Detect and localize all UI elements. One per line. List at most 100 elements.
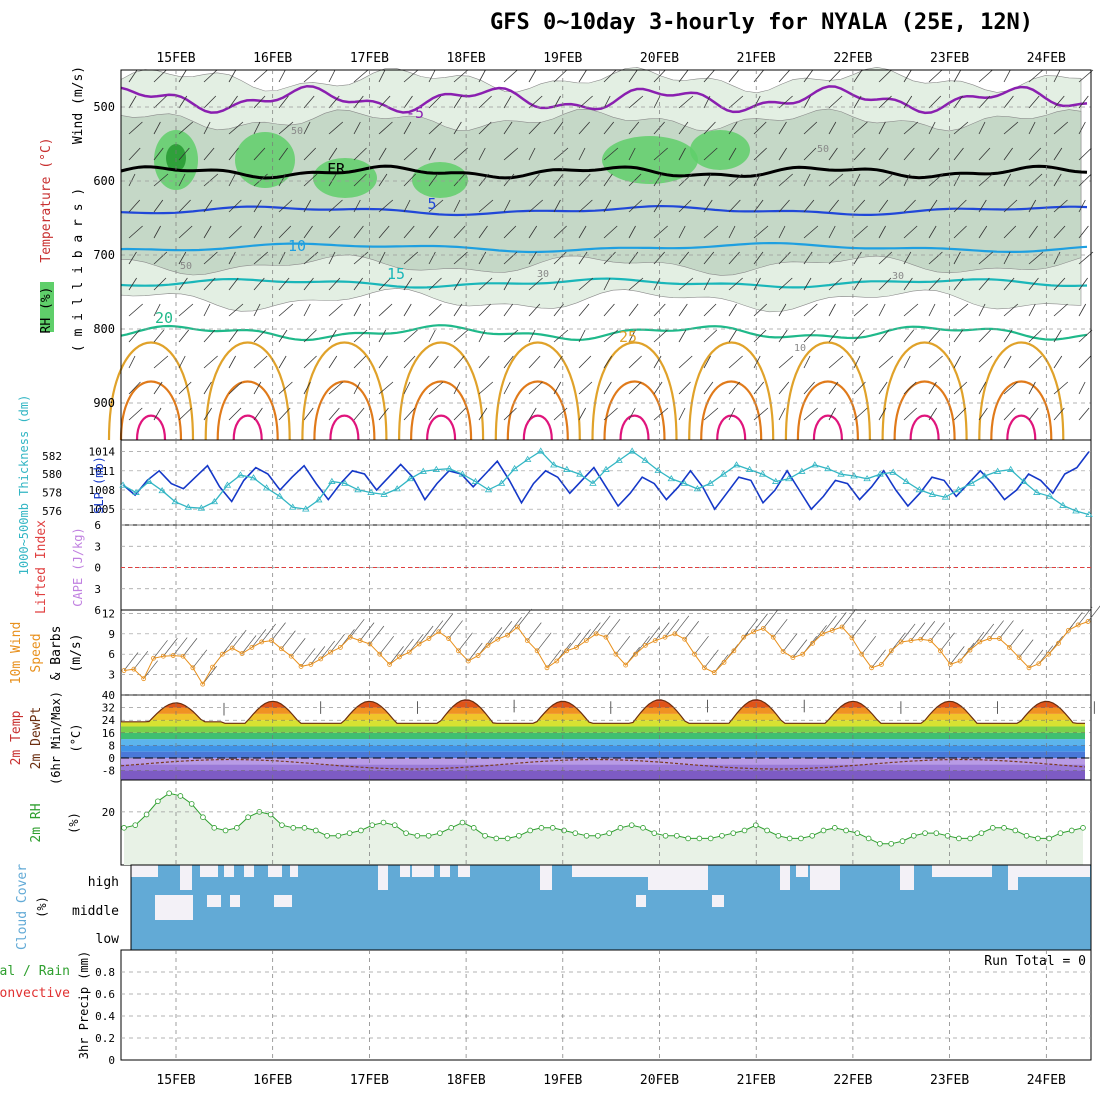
rh2m-point [843, 827, 849, 834]
wind-barb [403, 69, 419, 83]
wind-barb [278, 69, 286, 83]
wind-barb [969, 631, 985, 651]
wind-speed-point [554, 658, 560, 664]
temp-contour-30 [893, 380, 956, 441]
wind-barb [310, 646, 326, 665]
wind-barb [853, 355, 861, 369]
temp-color-band [121, 764, 1085, 771]
wind-barb [678, 355, 693, 369]
wind-barb [578, 199, 593, 213]
wind-barb [399, 638, 414, 658]
cloud-mid-gap [230, 895, 240, 907]
wind-barb [203, 199, 213, 213]
thickness-point [171, 497, 179, 505]
wind-barb [553, 121, 564, 135]
wind-barb [178, 173, 186, 187]
thickness-point [967, 479, 976, 486]
wind-barb [389, 646, 404, 665]
wind-barb [178, 225, 193, 239]
bottom-date-label: 19FEB [543, 1073, 582, 1088]
wind-barb [828, 173, 844, 187]
wind-barb [503, 69, 518, 83]
wind-barb [803, 407, 818, 421]
wind-barb [782, 633, 798, 652]
wind-speed-point [633, 651, 638, 657]
wind-barb [903, 277, 913, 291]
wind-barb [408, 633, 424, 653]
rh2m-point [504, 835, 511, 842]
thickness-point [1059, 501, 1067, 508]
wind-barb [578, 173, 591, 187]
wind-barb [778, 381, 790, 395]
cloud-high-gap [424, 865, 434, 877]
run-total-label: Run Total = 0 [984, 954, 1086, 969]
wind-barb [448, 620, 463, 639]
wind-barb [553, 69, 568, 83]
temp-contour-35 [522, 414, 553, 441]
wind-barb [635, 635, 650, 655]
thickness-point [771, 477, 780, 484]
ylabel-millibars: ( m i l l i b a r s ) [71, 188, 86, 352]
thickness-point [223, 481, 232, 488]
rh2m-point [482, 832, 488, 839]
y-tick-label: 900 [93, 396, 115, 410]
wind-barb [128, 277, 137, 291]
wind-barb [1028, 251, 1044, 265]
rh2m-point [1046, 835, 1052, 842]
wind-barb [503, 95, 512, 109]
contour-label: 5 [427, 195, 436, 213]
wind-speed-point [662, 634, 668, 640]
thickness-point [393, 485, 401, 492]
wind-speed-point [642, 642, 648, 648]
wind-barb [353, 199, 361, 213]
cloud-high-gap [200, 865, 218, 877]
cloud-high-gap [400, 865, 410, 877]
wind-barb [303, 407, 314, 421]
wind-barb [278, 95, 289, 109]
wind-barb [778, 147, 787, 161]
thickness-point [471, 477, 480, 484]
wind-barb [978, 407, 988, 421]
wind-barb [1078, 381, 1086, 395]
wind-barb [203, 173, 219, 187]
wind-barb [253, 121, 261, 135]
wind-barb [128, 147, 141, 161]
wind-barb [928, 173, 944, 187]
wind-barb [978, 329, 991, 343]
ylabel-cloud-units: (%) [35, 896, 49, 918]
wind-barb [703, 303, 717, 317]
wind-speed-point [288, 653, 294, 659]
wind-speed-point [249, 645, 255, 650]
wind-barb [303, 329, 317, 343]
wind-barb [403, 95, 413, 109]
wind-barb [428, 147, 436, 161]
wind-barb [978, 251, 994, 265]
cloud-high-gap [131, 865, 153, 877]
wind-barb [528, 147, 536, 161]
wind-barb [753, 277, 761, 291]
wind-barb [930, 622, 945, 641]
wind-barb [928, 147, 940, 161]
temp-contour-25 [881, 341, 968, 441]
wind-barb [178, 69, 187, 83]
thickness-point [445, 464, 454, 472]
wind-speed-point [318, 656, 324, 662]
wind-barb [678, 121, 689, 135]
wind-barb [222, 635, 237, 655]
temp-color-band [121, 739, 1085, 746]
wind-barb [503, 147, 519, 161]
wind-speed-point [593, 631, 599, 637]
rh-70-region [690, 130, 750, 170]
wind-barb [728, 407, 736, 421]
wind-barb [979, 623, 995, 643]
wind-barb [453, 121, 462, 135]
wind-barb [903, 407, 917, 421]
wind-barb [678, 173, 693, 187]
wind-barb [953, 147, 964, 161]
wind-barb [903, 121, 919, 135]
wind-barb [378, 225, 390, 239]
wind-barb [778, 329, 788, 343]
wind-barb [978, 69, 993, 83]
rh2m-point [425, 832, 432, 839]
